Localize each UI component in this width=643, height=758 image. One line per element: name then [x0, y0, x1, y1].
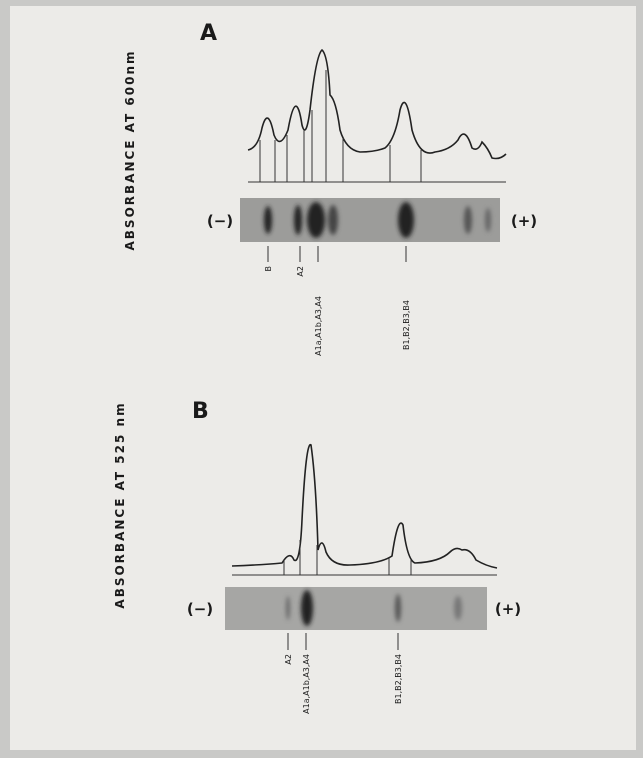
drop-lines	[283, 540, 412, 575]
band-ticks	[267, 246, 407, 262]
panel-label: A	[200, 21, 217, 46]
panel-b: B ABSORBANCE AT 525 nm (−) (+) A2 A1a,A1…	[113, 399, 521, 714]
band-ticks	[287, 633, 399, 650]
band-label: B1,B2,B3,B4	[394, 654, 403, 704]
band-label: A2	[296, 266, 305, 277]
band-label: B1,B2,B3,B4	[402, 300, 411, 350]
anode-sign: (+)	[511, 212, 537, 230]
panel-label: B	[192, 399, 209, 424]
gel-strip	[240, 198, 500, 242]
band-label: A2	[284, 654, 293, 665]
panel-a: A ABSORBANCE AT 600nm (−) (+) B A2	[123, 21, 537, 356]
y-axis-label: ABSORBANCE AT 525 nm	[113, 401, 127, 608]
drop-lines	[259, 70, 422, 182]
band-label: A1a,A1b,A3,A4	[314, 296, 323, 356]
absorbance-trace	[231, 444, 498, 569]
band-label: A1a,A1b,A3,A4	[302, 654, 311, 714]
page	[10, 6, 636, 750]
anode-sign: (+)	[495, 600, 521, 618]
y-axis-label: ABSORBANCE AT 600nm	[123, 50, 137, 251]
cathode-sign: (−)	[207, 212, 233, 230]
absorbance-trace	[247, 48, 507, 160]
cathode-sign: (−)	[187, 600, 213, 618]
gel-strip	[225, 587, 487, 630]
band-label: B	[264, 266, 273, 272]
